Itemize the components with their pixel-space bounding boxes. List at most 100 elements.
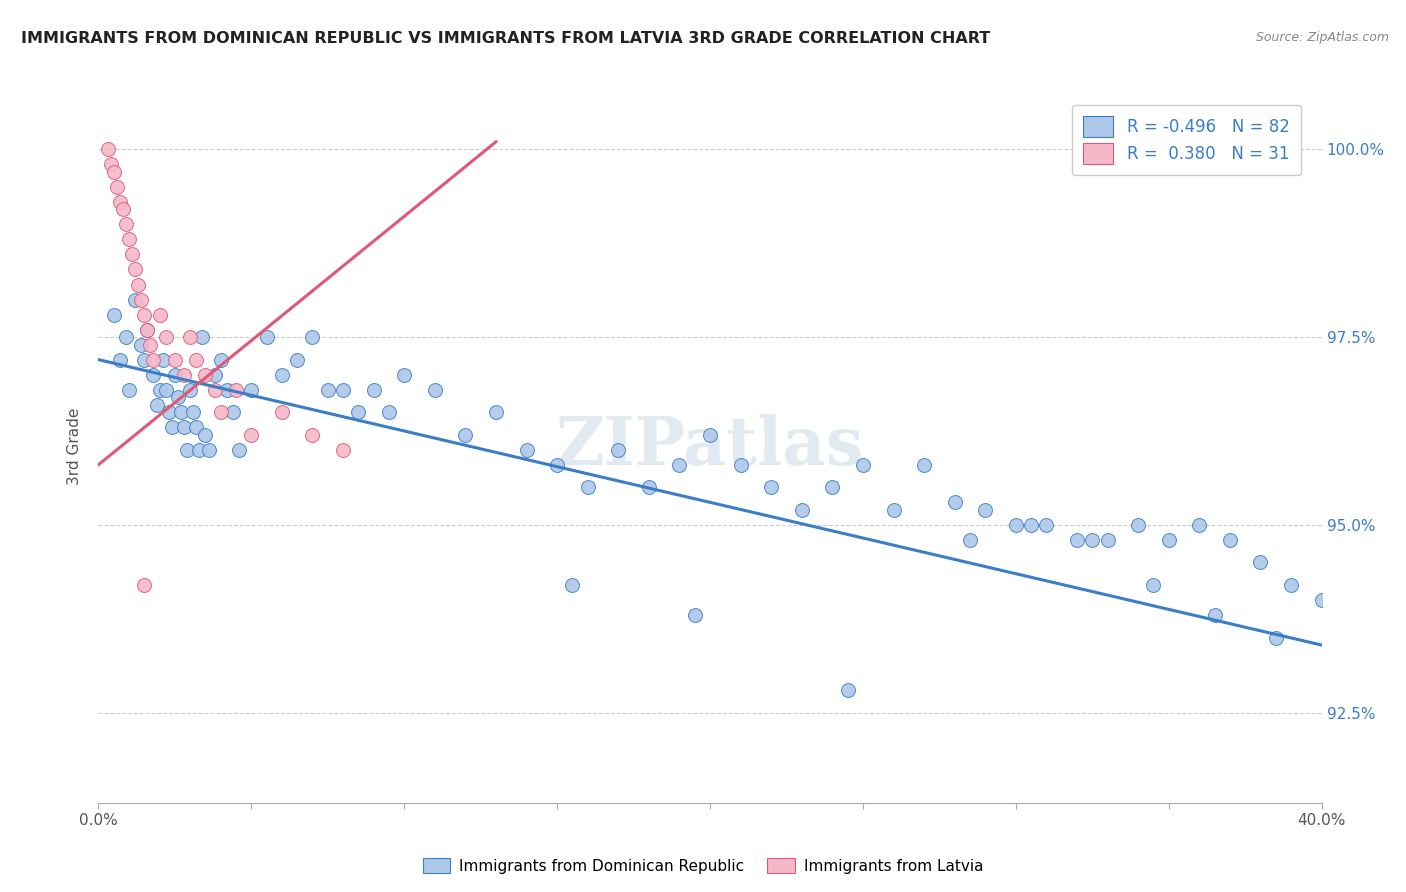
- Point: [270, 368, 292, 382]
- Point: [883, 503, 905, 517]
- Point: [546, 458, 568, 472]
- Point: [576, 480, 599, 494]
- Point: [821, 480, 844, 494]
- Point: [186, 352, 208, 367]
- Point: [152, 352, 174, 367]
- Point: [155, 383, 177, 397]
- Point: [943, 495, 966, 509]
- Point: [136, 322, 159, 336]
- Point: [173, 368, 195, 382]
- Point: [108, 352, 131, 367]
- Point: [127, 277, 149, 292]
- Point: [179, 383, 201, 397]
- Point: [316, 383, 339, 397]
- Point: [121, 247, 143, 261]
- Point: [912, 458, 935, 472]
- Point: [194, 368, 217, 382]
- Point: [363, 383, 385, 397]
- Text: Source: ZipAtlas.com: Source: ZipAtlas.com: [1256, 31, 1389, 45]
- Point: [105, 179, 128, 194]
- Point: [1035, 517, 1057, 532]
- Point: [332, 383, 354, 397]
- Point: [108, 194, 131, 209]
- Point: [730, 458, 752, 472]
- Point: [100, 157, 122, 171]
- Point: [103, 165, 125, 179]
- Point: [228, 442, 250, 457]
- Point: [181, 405, 204, 419]
- Text: ZIPatlas: ZIPatlas: [555, 414, 865, 478]
- Point: [256, 330, 278, 344]
- Point: [142, 368, 165, 382]
- Point: [209, 405, 232, 419]
- Point: [1157, 533, 1180, 547]
- Point: [959, 533, 981, 547]
- Point: [1264, 631, 1286, 645]
- Point: [1066, 533, 1088, 547]
- Point: [485, 405, 508, 419]
- Point: [163, 368, 186, 382]
- Point: [194, 427, 217, 442]
- Point: [790, 503, 813, 517]
- Point: [1310, 593, 1333, 607]
- Point: [173, 420, 195, 434]
- Point: [115, 218, 138, 232]
- Point: [136, 322, 159, 336]
- Point: [134, 308, 156, 322]
- Point: [1004, 517, 1026, 532]
- Point: [118, 383, 141, 397]
- Point: [1128, 517, 1150, 532]
- Point: [145, 398, 167, 412]
- Point: [240, 383, 263, 397]
- Point: [142, 352, 165, 367]
- Point: [157, 405, 180, 419]
- Point: [1188, 517, 1211, 532]
- Point: [129, 293, 152, 307]
- Point: [392, 368, 416, 382]
- Point: [97, 142, 120, 156]
- Point: [188, 442, 211, 457]
- Point: [668, 458, 690, 472]
- Point: [1279, 578, 1302, 592]
- Point: [1219, 533, 1241, 547]
- Point: [637, 480, 661, 494]
- Point: [301, 427, 323, 442]
- Point: [124, 293, 146, 307]
- Point: [179, 330, 201, 344]
- Point: [222, 405, 245, 419]
- Point: [852, 458, 875, 472]
- Point: [347, 405, 370, 419]
- Point: [301, 330, 323, 344]
- Point: [191, 330, 214, 344]
- Point: [270, 405, 292, 419]
- Point: [1081, 533, 1104, 547]
- Point: [683, 607, 706, 622]
- Point: [155, 330, 177, 344]
- Point: [204, 368, 226, 382]
- Point: [176, 442, 198, 457]
- Point: [111, 202, 134, 217]
- Point: [837, 683, 859, 698]
- Point: [332, 442, 354, 457]
- Point: [1019, 517, 1042, 532]
- Point: [561, 578, 583, 592]
- Point: [163, 352, 186, 367]
- Point: [204, 383, 226, 397]
- Point: [186, 420, 208, 434]
- Point: [134, 578, 156, 592]
- Point: [115, 330, 138, 344]
- Point: [699, 427, 721, 442]
- Point: [1142, 578, 1164, 592]
- Point: [215, 383, 238, 397]
- Point: [103, 308, 125, 322]
- Point: [607, 442, 630, 457]
- Point: [974, 503, 997, 517]
- Legend: R = -0.496   N = 82, R =  0.380   N = 31: R = -0.496 N = 82, R = 0.380 N = 31: [1071, 104, 1301, 176]
- Point: [1097, 533, 1119, 547]
- Point: [129, 337, 152, 351]
- Point: [423, 383, 446, 397]
- Point: [209, 352, 232, 367]
- Point: [285, 352, 308, 367]
- Point: [1249, 556, 1271, 570]
- Legend: Immigrants from Dominican Republic, Immigrants from Latvia: Immigrants from Dominican Republic, Immi…: [416, 852, 990, 880]
